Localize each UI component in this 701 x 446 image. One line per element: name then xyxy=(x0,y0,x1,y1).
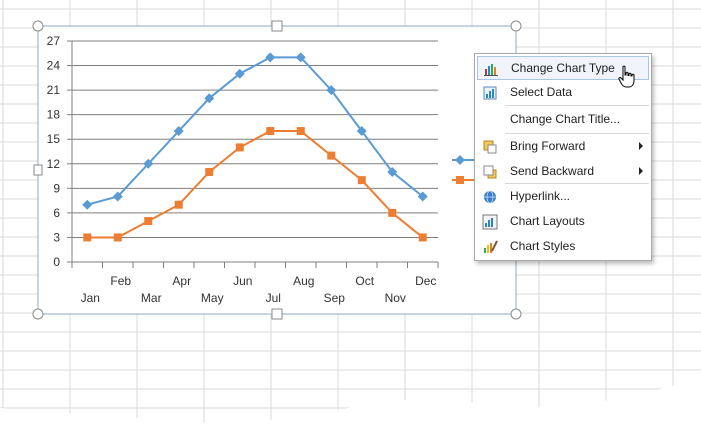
data-point[interactable] xyxy=(143,158,154,169)
series-line[interactable] xyxy=(87,130,424,239)
data-point[interactable] xyxy=(388,208,397,217)
data-point[interactable] xyxy=(357,176,366,185)
menu-item-chart-styles[interactable]: Chart Styles xyxy=(477,235,649,259)
resize-handle[interactable] xyxy=(33,164,43,176)
data-point[interactable] xyxy=(144,217,153,226)
select-data-icon xyxy=(483,86,497,100)
data-point[interactable] xyxy=(296,127,305,136)
data-point[interactable] xyxy=(235,143,244,152)
x-tick-label: Oct xyxy=(355,274,374,288)
resize-handle[interactable] xyxy=(271,20,283,32)
x-tick-label: Feb xyxy=(110,274,131,288)
data-point[interactable] xyxy=(356,126,367,137)
menu-item-label: Chart Styles xyxy=(510,239,576,253)
legend-marker xyxy=(455,155,465,165)
y-tick-label: 6 xyxy=(53,206,60,220)
data-point[interactable] xyxy=(174,200,183,209)
change-chart-type-icon xyxy=(484,64,498,76)
menu-item-hyperlink[interactable]: Hyperlink... xyxy=(477,185,649,209)
data-point[interactable] xyxy=(327,151,336,160)
submenu-arrow-icon xyxy=(639,142,643,150)
resize-handle[interactable] xyxy=(510,308,522,320)
data-point[interactable] xyxy=(418,233,427,242)
x-tick-label: Aug xyxy=(293,274,314,288)
data-point[interactable] xyxy=(234,68,245,79)
submenu-arrow-icon xyxy=(639,167,643,175)
menu-item-label: Bring Forward xyxy=(510,139,586,153)
data-point[interactable] xyxy=(113,233,122,242)
y-tick-label: 24 xyxy=(47,59,61,73)
x-tick-label: Mar xyxy=(141,291,162,305)
chart-layouts-icon xyxy=(482,214,498,230)
menu-item-label: Hyperlink... xyxy=(510,189,571,203)
menu-separator xyxy=(505,133,649,134)
data-point[interactable] xyxy=(417,191,428,202)
resize-handle[interactable] xyxy=(32,308,44,320)
menu-item-chart-layouts[interactable]: Chart Layouts xyxy=(477,210,649,234)
send-backward-icon xyxy=(483,165,497,179)
data-point[interactable] xyxy=(205,167,214,176)
data-point[interactable] xyxy=(82,199,93,210)
menu-item-send-backward[interactable]: Send Backward xyxy=(477,160,649,184)
x-tick-label: Jan xyxy=(81,291,100,305)
menu-item-bring-forward[interactable]: Bring Forward xyxy=(477,135,649,159)
menu-item-label: Select Data xyxy=(510,85,573,99)
y-tick-label: 0 xyxy=(53,255,60,269)
resize-handle[interactable] xyxy=(510,20,522,32)
y-tick-label: 21 xyxy=(47,83,61,97)
data-point[interactable] xyxy=(326,85,337,96)
resize-handle[interactable] xyxy=(271,308,283,320)
data-point[interactable] xyxy=(387,166,398,177)
menu-item-select-data[interactable]: Select Data xyxy=(477,81,649,105)
menu-item-label: Chart Layouts xyxy=(510,214,585,228)
x-tick-label: May xyxy=(201,291,224,305)
x-tick-label: Apr xyxy=(172,274,191,288)
hand-cursor-icon xyxy=(618,65,635,88)
menu-item-label: Change Chart Type xyxy=(511,61,615,75)
legend-marker xyxy=(456,176,464,184)
data-point[interactable] xyxy=(173,126,184,137)
data-point[interactable] xyxy=(266,127,275,136)
resize-handle[interactable] xyxy=(32,20,44,32)
y-tick-label: 12 xyxy=(47,157,61,171)
menu-separator xyxy=(505,105,649,106)
x-tick-label: Jun xyxy=(233,274,252,288)
y-tick-label: 18 xyxy=(47,108,61,122)
menu-separator xyxy=(505,183,649,184)
x-tick-label: Jul xyxy=(266,291,281,305)
data-point[interactable] xyxy=(83,233,92,242)
data-point[interactable] xyxy=(204,93,215,104)
data-point[interactable] xyxy=(112,191,123,202)
menu-item-label: Send Backward xyxy=(510,164,595,178)
menu-item-change-chart-title[interactable]: Change Chart Title... xyxy=(477,108,649,132)
menu-item-label: Change Chart Title... xyxy=(510,112,621,126)
x-tick-label: Sep xyxy=(324,291,346,305)
y-tick-label: 9 xyxy=(53,181,60,195)
y-tick-label: 27 xyxy=(47,34,61,48)
chart-styles-icon xyxy=(484,240,498,253)
menu-item-change-chart-type[interactable]: Change Chart Type xyxy=(477,56,649,80)
data-point[interactable] xyxy=(265,52,276,63)
x-tick-label: Dec xyxy=(415,274,436,288)
hyperlink-icon xyxy=(484,190,496,204)
data-point[interactable] xyxy=(295,52,306,63)
y-tick-label: 15 xyxy=(47,132,61,146)
y-tick-label: 3 xyxy=(53,230,60,244)
series-line[interactable] xyxy=(86,56,424,206)
chart-area[interactable] xyxy=(37,25,517,315)
context-menu[interactable]: Change Chart Type Select Data Change Chart… xyxy=(474,53,652,261)
bring-forward-icon xyxy=(483,140,497,154)
x-tick-label: Nov xyxy=(385,291,406,305)
